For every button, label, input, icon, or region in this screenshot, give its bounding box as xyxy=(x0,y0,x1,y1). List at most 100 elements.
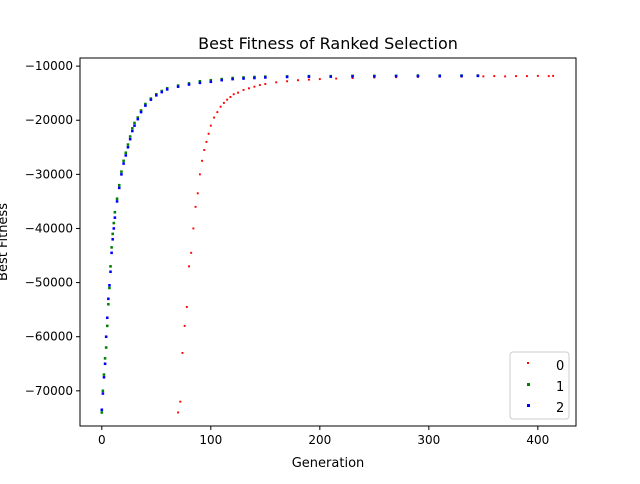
data-point-series-0 xyxy=(188,265,190,268)
legend-marker-2 xyxy=(527,404,530,407)
y-tick-label: −20000 xyxy=(25,113,73,127)
plot-frame xyxy=(79,57,577,427)
data-point-series-2 xyxy=(128,137,132,141)
data-point-series-0 xyxy=(253,85,256,88)
data-point-series-1 xyxy=(126,143,130,146)
data-point-series-2 xyxy=(111,238,114,241)
data-point-series-2 xyxy=(253,76,256,80)
data-point-series-1 xyxy=(128,135,132,138)
data-point-series-0 xyxy=(201,159,204,162)
data-point-series-2 xyxy=(107,297,110,301)
data-point-series-0 xyxy=(181,351,184,354)
data-point-series-0 xyxy=(493,75,496,78)
data-point-series-2 xyxy=(220,78,223,82)
x-tick-label: 300 xyxy=(417,433,440,447)
data-point-series-2 xyxy=(264,76,267,79)
data-point-series-0 xyxy=(286,80,289,83)
legend-marker-1 xyxy=(527,383,530,386)
data-point-series-2 xyxy=(120,173,123,176)
data-point-series-1 xyxy=(124,151,128,154)
data-point-series-2 xyxy=(108,284,111,287)
data-point-series-0 xyxy=(177,411,180,414)
data-point-series-0 xyxy=(209,124,212,127)
data-point-series-2 xyxy=(176,85,180,88)
data-point-series-2 xyxy=(122,162,125,165)
data-point-series-0 xyxy=(504,75,507,78)
data-point-series-0 xyxy=(192,227,195,230)
data-point-series-0 xyxy=(207,132,210,135)
data-point-series-1 xyxy=(110,246,113,249)
data-point-series-0 xyxy=(237,91,240,94)
data-point-series-2 xyxy=(198,81,202,85)
data-point-series-1 xyxy=(102,373,106,376)
data-point-series-1 xyxy=(131,127,134,130)
chart-title: Best Fitness of Ranked Selection xyxy=(198,34,458,53)
data-point-series-0 xyxy=(219,105,222,108)
data-point-series-1 xyxy=(100,411,104,414)
y-tick-label: −40000 xyxy=(25,221,73,235)
x-tick-label: 200 xyxy=(308,433,331,447)
data-point-series-2 xyxy=(117,186,121,190)
data-point-series-2 xyxy=(416,74,420,78)
x-axis-label: Generation xyxy=(292,456,365,471)
data-point-series-2 xyxy=(100,408,104,412)
data-point-series-0 xyxy=(190,251,193,254)
data-point-series-0 xyxy=(222,101,225,104)
data-point-series-1 xyxy=(117,183,121,187)
data-point-series-1 xyxy=(108,286,111,290)
data-points-layer xyxy=(100,74,555,414)
data-point-series-1 xyxy=(115,197,119,200)
data-point-series-0 xyxy=(226,98,229,101)
data-point-series-2 xyxy=(329,75,333,78)
data-point-series-0 xyxy=(258,84,261,87)
data-point-series-0 xyxy=(335,77,338,80)
legend-label-0: 0 xyxy=(556,359,564,374)
y-axis-label: Best Fitness xyxy=(0,203,11,281)
data-point-series-2 xyxy=(102,376,106,379)
data-point-series-0 xyxy=(229,96,232,98)
data-point-series-2 xyxy=(394,74,398,78)
data-point-series-0 xyxy=(213,116,216,119)
data-point-series-0 xyxy=(205,140,208,143)
data-point-series-1 xyxy=(101,389,105,393)
data-point-series-2 xyxy=(126,146,130,149)
data-point-series-0 xyxy=(552,74,555,77)
data-point-series-0 xyxy=(198,173,201,176)
data-point-series-1 xyxy=(136,116,140,119)
data-point-series-1 xyxy=(111,232,114,236)
data-point-series-2 xyxy=(149,98,153,101)
data-point-series-2 xyxy=(160,90,164,94)
data-point-series-1 xyxy=(120,170,123,173)
data-point-series-2 xyxy=(136,117,140,121)
data-point-series-2 xyxy=(104,335,108,338)
y-tick-label: −70000 xyxy=(25,384,73,398)
data-point-series-2 xyxy=(165,88,169,91)
data-point-series-0 xyxy=(183,324,186,327)
data-point-series-2 xyxy=(139,110,143,114)
data-point-series-2 xyxy=(103,362,107,366)
data-point-series-2 xyxy=(285,75,289,79)
legend: 0 1 2 xyxy=(509,351,570,420)
data-point-series-2 xyxy=(460,74,463,78)
legend-marker-0 xyxy=(527,362,529,364)
data-point-series-2 xyxy=(438,74,442,78)
data-point-series-0 xyxy=(194,205,197,208)
data-point-series-0 xyxy=(482,75,485,78)
data-point-series-0 xyxy=(242,88,245,91)
data-point-series-2 xyxy=(209,80,213,84)
data-point-series-2 xyxy=(101,392,105,395)
data-point-series-0 xyxy=(264,83,267,85)
data-point-series-0 xyxy=(547,75,550,78)
data-point-series-1 xyxy=(103,357,107,360)
data-point-series-1 xyxy=(133,121,136,125)
data-point-series-0 xyxy=(232,93,235,96)
data-point-series-1 xyxy=(113,210,117,214)
data-point-series-2 xyxy=(131,129,134,133)
data-point-series-0 xyxy=(196,192,199,195)
data-point-series-1 xyxy=(109,265,112,268)
data-point-series-2 xyxy=(109,270,112,274)
data-point-series-2 xyxy=(113,216,117,219)
data-point-series-2 xyxy=(105,316,109,320)
